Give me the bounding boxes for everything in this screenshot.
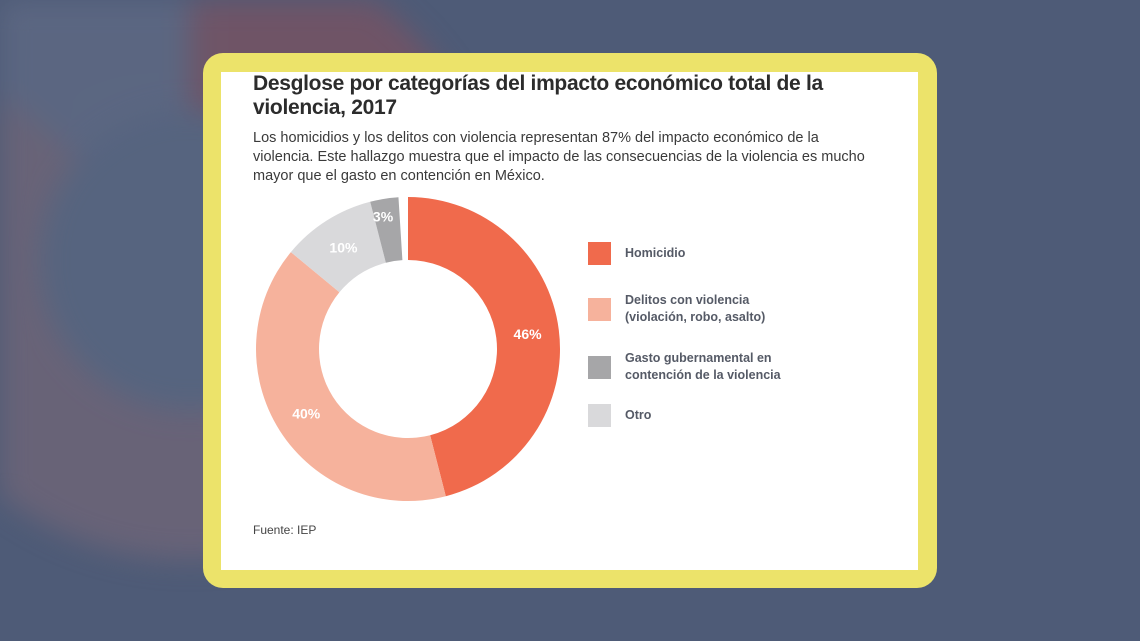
legend-item: Delitos con violencia (violación, robo, …	[588, 292, 828, 326]
slice-label: 3%	[373, 209, 394, 225]
chart-title: Desglose por categorías del impacto econ…	[253, 72, 823, 119]
legend-item: Gasto gubernamental en contención de la …	[588, 350, 828, 384]
donut-slice-4	[370, 197, 403, 263]
legend-swatch	[588, 242, 611, 265]
legend-swatch	[588, 355, 611, 379]
donut-chart: 46% 40% 10% 3%	[256, 197, 560, 501]
legend-swatch	[588, 297, 611, 321]
slice-label: 40%	[292, 406, 321, 422]
donut-slice-1	[408, 197, 560, 497]
legend-swatch	[588, 404, 611, 427]
chart-panel: Desglose por categorías del impacto econ…	[221, 72, 918, 570]
legend-label: Homicidio	[625, 246, 686, 260]
legend-item: Homicidio	[588, 242, 828, 265]
donut-slice-3	[290, 201, 386, 293]
donut-slice-2	[256, 252, 446, 501]
chart-subtitle: Los homicidios y los delitos con violenc…	[253, 130, 865, 184]
source-note: Fuente: IEP	[253, 523, 317, 537]
legend-label: Delitos con violencia (violación, robo, …	[625, 293, 766, 324]
legend-label: Gasto gubernamental en contención de la …	[625, 351, 781, 382]
legend-label: Otro	[625, 408, 652, 422]
slice-label: 10%	[329, 239, 358, 255]
legend-item: Otro	[588, 404, 828, 427]
slice-label: 46%	[514, 326, 543, 342]
